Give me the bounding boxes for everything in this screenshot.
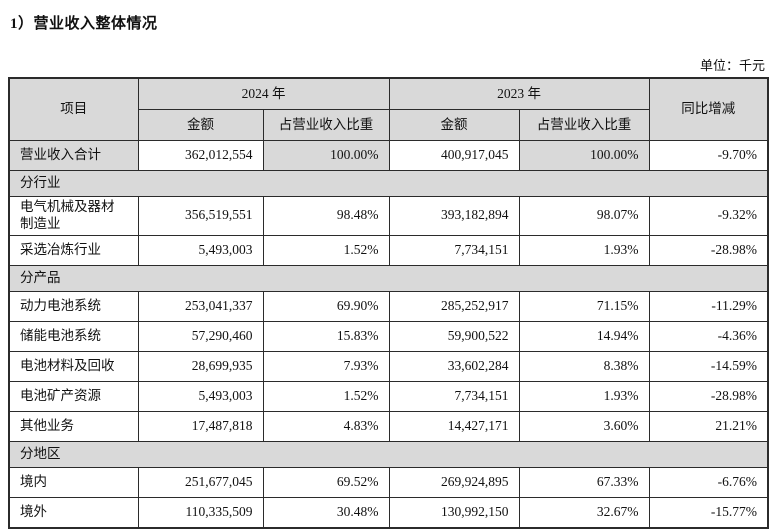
cell-ratio-2024: 7.93%	[262, 350, 390, 382]
table-row: 电池矿产资源 5,493,003 1.52% 7,734,151 1.93% -…	[8, 380, 769, 412]
cell-yoy: -28.98%	[648, 380, 769, 412]
table-row: 境外 110,335,509 30.48% 130,992,150 32.67%…	[8, 496, 769, 529]
cell-yoy: -9.70%	[648, 140, 769, 171]
cell-yoy: -9.32%	[648, 196, 769, 236]
cell-amount-2024: 5,493,003	[137, 234, 264, 266]
cell-ratio-2023: 71.15%	[518, 290, 650, 322]
revenue-table: 项目 2024 年 2023 年 同比增减 金额 占营业收入比重 金额 占营业收…	[8, 77, 769, 529]
table-header-row-2: 金额 占营业收入比重 金额 占营业收入比重	[9, 109, 768, 141]
cell-ratio-2024: 1.52%	[262, 234, 390, 266]
cell-amount-2024: 5,493,003	[137, 380, 264, 412]
table-row: 采选冶炼行业 5,493,003 1.52% 7,734,151 1.93% -…	[8, 234, 769, 266]
cell-ratio-2024: 15.83%	[262, 320, 390, 352]
cell-ratio-2024: 69.90%	[262, 290, 390, 322]
cell-ratio-2023: 32.67%	[518, 496, 650, 529]
row-label: 采选冶炼行业	[8, 234, 139, 266]
row-label: 储能电池系统	[8, 320, 139, 352]
cell-amount-2024: 28,699,935	[137, 350, 264, 382]
cell-ratio-2023: 100.00%	[518, 140, 650, 171]
header-yoy: 同比增减	[648, 77, 769, 141]
header-amount-2024: 金额	[137, 109, 264, 141]
section-row-product: 分产品	[8, 264, 769, 292]
table-row: 境内 251,677,045 69.52% 269,924,895 67.33%…	[8, 466, 769, 498]
header-ratio-2024: 占营业收入比重	[262, 109, 390, 141]
cell-ratio-2024: 4.83%	[262, 410, 390, 442]
cell-amount-2023: 400,917,045	[388, 140, 520, 171]
header-item: 项目	[8, 77, 139, 141]
cell-amount-2024: 356,519,551	[137, 196, 264, 236]
cell-ratio-2023: 1.93%	[518, 234, 650, 266]
row-label: 动力电池系统	[8, 290, 139, 322]
cell-yoy: -15.77%	[648, 496, 769, 529]
cell-amount-2024: 253,041,337	[137, 290, 264, 322]
cell-amount-2024: 17,487,818	[137, 410, 264, 442]
cell-yoy: -4.36%	[648, 320, 769, 352]
cell-amount-2023: 14,427,171	[388, 410, 520, 442]
cell-amount-2023: 7,734,151	[388, 380, 520, 412]
table-row: 动力电池系统 253,041,337 69.90% 285,252,917 71…	[8, 290, 769, 322]
header-year-2023: 2023 年	[388, 77, 650, 110]
cell-amount-2023: 393,182,894	[388, 196, 520, 236]
cell-amount-2024: 251,677,045	[137, 466, 264, 498]
cell-ratio-2024: 69.52%	[262, 466, 390, 498]
table-row-total: 营业收入合计 362,012,554 100.00% 400,917,045 1…	[8, 140, 769, 171]
cell-ratio-2023: 1.93%	[518, 380, 650, 412]
page-title: 1）营业收入整体情况	[10, 16, 158, 32]
cell-amount-2024: 57,290,460	[137, 320, 264, 352]
cell-amount-2024: 362,012,554	[137, 140, 264, 171]
unit-label: 单位：千元	[699, 58, 765, 73]
cell-ratio-2023: 3.60%	[518, 410, 650, 442]
section-row-region: 分地区	[8, 440, 769, 468]
cell-yoy: -28.98%	[648, 234, 769, 266]
header-amount-2023: 金额	[388, 109, 520, 141]
row-label: 电气机械及器材制造业	[8, 196, 139, 236]
cell-ratio-2024: 30.48%	[262, 496, 390, 529]
cell-ratio-2023: 14.94%	[518, 320, 650, 352]
row-label: 境外	[8, 496, 139, 529]
row-label: 营业收入合计	[8, 140, 139, 171]
cell-ratio-2024: 100.00%	[262, 140, 390, 171]
cell-amount-2023: 7,734,151	[388, 234, 520, 266]
table-row: 其他业务 17,487,818 4.83% 14,427,171 3.60% 2…	[8, 410, 769, 442]
cell-yoy: -14.59%	[648, 350, 769, 382]
cell-amount-2023: 130,992,150	[388, 496, 520, 529]
cell-yoy: -11.29%	[648, 290, 769, 322]
section-label: 分产品	[8, 264, 769, 292]
cell-ratio-2023: 98.07%	[518, 196, 650, 236]
cell-amount-2024: 110,335,509	[137, 496, 264, 529]
table-row: 电气机械及器材制造业 356,519,551 98.48% 393,182,89…	[8, 196, 769, 236]
cell-amount-2023: 59,900,522	[388, 320, 520, 352]
row-label: 电池材料及回收	[8, 350, 139, 382]
cell-ratio-2023: 67.33%	[518, 466, 650, 498]
cell-amount-2023: 285,252,917	[388, 290, 520, 322]
cell-yoy: 21.21%	[648, 410, 769, 442]
row-label: 电池矿产资源	[8, 380, 139, 412]
header-ratio-2023: 占营业收入比重	[518, 109, 650, 141]
table-header-row-1: 项目 2024 年 2023 年 同比增减	[8, 77, 769, 141]
cell-amount-2023: 33,602,284	[388, 350, 520, 382]
section-label: 分行业	[8, 170, 769, 197]
cell-yoy: -6.76%	[648, 466, 769, 498]
row-label: 境内	[8, 466, 139, 498]
cell-ratio-2023: 8.38%	[518, 350, 650, 382]
table-row: 电池材料及回收 28,699,935 7.93% 33,602,284 8.38…	[8, 350, 769, 382]
cell-ratio-2024: 1.52%	[262, 380, 390, 412]
row-label: 其他业务	[8, 410, 139, 442]
section-label: 分地区	[8, 440, 769, 468]
section-row-industry: 分行业	[8, 170, 769, 197]
cell-ratio-2024: 98.48%	[262, 196, 390, 236]
table-row: 储能电池系统 57,290,460 15.83% 59,900,522 14.9…	[8, 320, 769, 352]
header-year-2024: 2024 年	[137, 77, 390, 110]
cell-amount-2023: 269,924,895	[388, 466, 520, 498]
